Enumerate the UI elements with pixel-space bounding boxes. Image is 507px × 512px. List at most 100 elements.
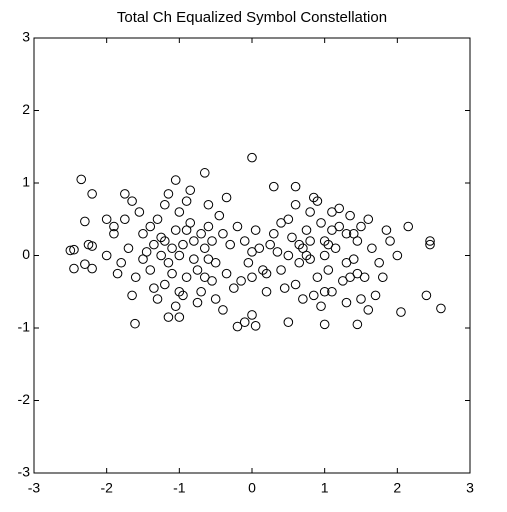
data-point	[327, 225, 337, 235]
data-point	[221, 268, 232, 279]
data-point	[265, 239, 275, 250]
data-point	[192, 297, 203, 308]
x-tick-label: 2	[393, 480, 401, 496]
data-point	[149, 239, 159, 250]
data-point	[130, 318, 140, 329]
data-point	[130, 272, 141, 283]
data-point	[323, 265, 334, 275]
data-point	[145, 265, 156, 275]
data-point	[305, 236, 315, 246]
data-point	[370, 290, 381, 301]
data-point	[425, 239, 435, 250]
data-point	[127, 290, 137, 301]
data-point	[152, 214, 163, 225]
data-point	[279, 283, 290, 293]
y-tick-label: -1	[18, 319, 31, 335]
data-point	[290, 181, 301, 192]
data-point	[247, 152, 257, 163]
data-point	[87, 189, 97, 199]
data-point	[160, 236, 170, 246]
data-point	[359, 272, 370, 283]
data-point	[167, 268, 177, 279]
data-point	[327, 286, 337, 297]
data-point	[239, 317, 250, 328]
data-point	[319, 250, 330, 261]
data-point	[163, 312, 174, 322]
data-point	[269, 181, 279, 192]
data-point	[276, 218, 286, 228]
data-point	[69, 244, 79, 255]
chart-title: Total Ch Equalized Symbol Constellation	[117, 9, 387, 26]
data-point	[363, 214, 374, 225]
data-point	[294, 239, 305, 250]
data-point	[276, 265, 286, 275]
data-point	[174, 312, 185, 322]
data-point	[181, 196, 192, 206]
data-point	[316, 301, 326, 312]
data-point	[181, 272, 192, 283]
data-point	[218, 228, 228, 239]
data-point	[160, 279, 170, 290]
data-point	[174, 250, 185, 261]
data-point	[120, 214, 130, 225]
data-point	[149, 283, 159, 293]
data-point	[145, 221, 156, 232]
data-point	[239, 236, 250, 246]
data-point	[203, 221, 214, 232]
y-tick-label: 1	[22, 174, 30, 190]
data-point	[319, 286, 330, 297]
data-point	[367, 243, 377, 254]
data-point	[294, 257, 305, 268]
data-point	[87, 263, 97, 274]
data-point	[189, 254, 199, 264]
data-point	[247, 272, 257, 283]
data-point	[381, 225, 392, 235]
data-point	[185, 185, 196, 196]
data-point	[192, 265, 203, 275]
data-point	[178, 290, 188, 301]
data-point	[156, 232, 166, 243]
data-point	[258, 265, 268, 275]
data-point	[301, 225, 312, 235]
data-point	[323, 239, 334, 250]
data-point	[243, 257, 254, 268]
data-point	[101, 214, 112, 225]
data-point	[348, 254, 359, 264]
data-point	[232, 321, 243, 332]
data-point	[138, 254, 148, 264]
data-point	[378, 272, 388, 283]
data-point	[272, 247, 283, 257]
data-point	[287, 232, 297, 243]
data-point	[160, 199, 170, 210]
data-point	[116, 257, 126, 268]
data-point	[101, 250, 112, 261]
y-tick-label: -3	[18, 464, 31, 480]
data-point	[152, 294, 163, 304]
data-point	[363, 305, 374, 315]
data-point	[261, 286, 272, 297]
data-point	[112, 268, 123, 279]
data-point	[170, 301, 181, 312]
data-point	[421, 290, 432, 301]
data-point	[163, 189, 174, 199]
data-point	[319, 236, 330, 246]
y-tick-label: -2	[18, 391, 31, 407]
data-point	[199, 168, 210, 178]
data-point	[283, 317, 294, 328]
data-point	[232, 221, 243, 232]
data-point	[298, 294, 308, 304]
data-point	[308, 290, 319, 301]
data-point	[203, 254, 214, 264]
data-point	[316, 218, 326, 228]
x-tick-label: 1	[321, 480, 329, 496]
data-point	[327, 207, 337, 217]
data-point	[301, 250, 312, 261]
data-point	[174, 286, 185, 297]
data-point	[134, 207, 145, 217]
data-point	[207, 236, 217, 246]
data-point	[356, 294, 366, 304]
data-point	[138, 228, 148, 239]
data-point	[403, 221, 414, 232]
